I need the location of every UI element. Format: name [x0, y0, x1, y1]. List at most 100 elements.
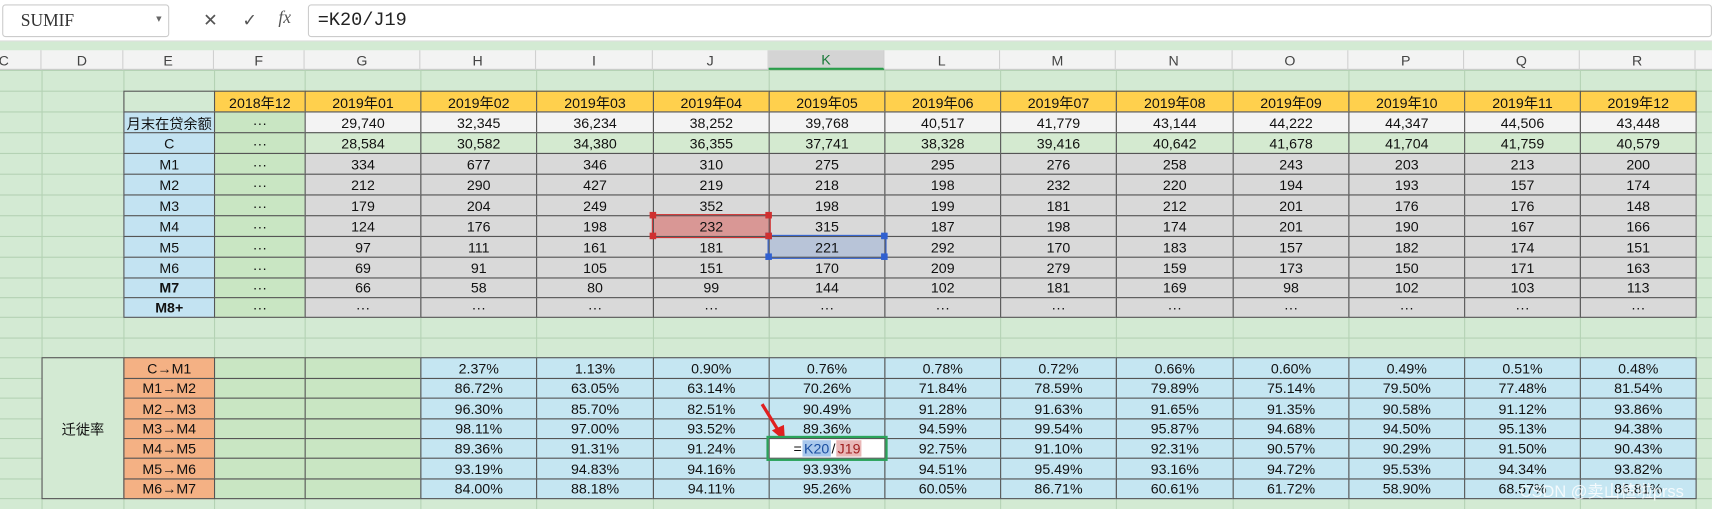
cell[interactable]: 91.10%	[1000, 438, 1117, 459]
cell[interactable]: 95.49%	[1000, 457, 1117, 480]
column-header[interactable]: P	[1348, 50, 1465, 70]
column-header[interactable]: F	[214, 50, 305, 70]
cell[interactable]: 199	[884, 194, 1002, 217]
cell[interactable]: 40,517	[884, 111, 1002, 134]
cell[interactable]: 2019年07	[1000, 90, 1117, 113]
cell[interactable]: 111	[420, 235, 538, 258]
cell[interactable]: 93.82%	[1579, 457, 1697, 480]
cell[interactable]: 91	[420, 256, 538, 279]
cell[interactable]: 102	[884, 277, 1002, 299]
cell[interactable]: 38,328	[884, 132, 1002, 155]
cell[interactable]: M6	[123, 256, 216, 279]
cell[interactable]: 2019年11	[1464, 90, 1581, 113]
cell[interactable]: 90.57%	[1232, 438, 1350, 459]
column-header[interactable]: R	[1580, 50, 1696, 70]
column-header[interactable]: H	[420, 50, 537, 70]
cell[interactable]: 63.05%	[536, 377, 654, 399]
cell[interactable]: 月末在贷余额	[123, 111, 216, 134]
cell[interactable]: 258	[1115, 152, 1234, 175]
cell[interactable]: 193	[1348, 173, 1466, 196]
cell[interactable]: 95.87%	[1115, 418, 1234, 440]
cell[interactable]: M1→M2	[123, 377, 216, 399]
cell[interactable]: 94.11%	[652, 478, 770, 500]
cell[interactable]: 275	[768, 152, 886, 175]
cell[interactable]: 232	[651, 214, 771, 239]
editing-cell[interactable]: = K20/J19	[766, 435, 888, 461]
cell[interactable]: 352	[652, 194, 770, 217]
column-header[interactable]: G	[305, 50, 421, 70]
cell[interactable]: 80	[536, 277, 654, 299]
cell[interactable]: M2	[123, 173, 216, 196]
cell[interactable]: 315	[768, 215, 886, 238]
cell[interactable]: 124	[304, 215, 422, 238]
cell[interactable]: 40,579	[1579, 132, 1697, 155]
column-header[interactable]: Q	[1464, 50, 1580, 70]
column-header[interactable]: O	[1233, 50, 1349, 70]
cell[interactable]: 70.26%	[768, 377, 886, 399]
cell[interactable]: 91.63%	[1000, 397, 1117, 420]
cell[interactable]: ···	[1579, 297, 1697, 318]
cell[interactable]: 60.61%	[1115, 478, 1234, 500]
cell[interactable]: 167	[1464, 215, 1581, 238]
cell[interactable]: ···	[652, 297, 770, 318]
cell[interactable]: 93.86%	[1579, 397, 1697, 420]
cell[interactable]: 86.81%	[1579, 478, 1697, 500]
column-header[interactable]: L	[884, 50, 1001, 70]
cell[interactable]: 78.59%	[1000, 377, 1117, 399]
cell[interactable]: C→M1	[123, 357, 216, 380]
cell[interactable]: 94.38%	[1579, 418, 1697, 440]
cell[interactable]: 2019年02	[420, 90, 538, 113]
cell[interactable]: 220	[1115, 173, 1234, 196]
cell[interactable]: 427	[536, 173, 654, 196]
cell[interactable]: 迁徙率	[41, 357, 125, 500]
column-header[interactable]: K	[768, 50, 885, 70]
cell[interactable]: 94.34%	[1464, 457, 1581, 480]
column-header[interactable]: M	[1000, 50, 1116, 70]
cell[interactable]: 198	[768, 194, 886, 217]
formula-input[interactable]: =K20/J19	[307, 4, 1712, 38]
cell[interactable]: 88.18%	[536, 478, 654, 500]
cell[interactable]: M3	[123, 194, 216, 217]
cell[interactable]: 2019年06	[884, 90, 1002, 113]
cell[interactable]: 212	[1115, 194, 1234, 217]
cell[interactable]: ···	[1464, 297, 1581, 318]
cell[interactable]: 218	[768, 173, 886, 196]
cell[interactable]: 61.72%	[1232, 478, 1350, 500]
name-box[interactable]: SUMIF ▾	[2, 4, 170, 38]
cell[interactable]: 91.28%	[884, 397, 1002, 420]
cell[interactable]: ···	[213, 132, 306, 155]
cell[interactable]: 94.68%	[1232, 418, 1350, 440]
cell[interactable]: 82.51%	[652, 397, 770, 420]
cell[interactable]: 173	[1232, 256, 1350, 279]
dropdown-arrow[interactable]: ▾	[156, 13, 162, 26]
cell[interactable]: 295	[884, 152, 1002, 175]
cell[interactable]: ···	[1115, 297, 1234, 318]
cell[interactable]: 204	[420, 194, 538, 217]
cell[interactable]: 148	[1579, 194, 1697, 217]
cell[interactable]: 221	[767, 234, 887, 259]
cell[interactable]: ···	[884, 297, 1002, 318]
cell[interactable]: 79.50%	[1348, 377, 1466, 399]
cell[interactable]: 2019年03	[536, 90, 654, 113]
column-header[interactable]: I	[536, 50, 653, 70]
cell[interactable]: 92.31%	[1115, 438, 1234, 459]
column-header[interactable]: N	[1116, 50, 1233, 70]
cell[interactable]: M6→M7	[123, 478, 216, 500]
cancel-icon[interactable]: ✕	[203, 12, 218, 31]
cell[interactable]: ···	[213, 297, 306, 318]
cell[interactable]: 68.57%	[1464, 478, 1581, 500]
cell[interactable]: 58.90%	[1348, 478, 1466, 500]
cell[interactable]: M2→M3	[123, 397, 216, 420]
cell[interactable]: 0.49%	[1348, 357, 1466, 380]
cell[interactable]: 63.14%	[652, 377, 770, 399]
cell[interactable]: 166	[1579, 215, 1697, 238]
fx-icon[interactable]: fx	[278, 8, 292, 28]
cell[interactable]: 181	[1000, 194, 1117, 217]
cell[interactable]: 95.13%	[1464, 418, 1581, 440]
column-header[interactable]: J	[653, 50, 769, 70]
cell[interactable]: ···	[768, 297, 886, 318]
cell[interactable]: 201	[1232, 215, 1350, 238]
cell[interactable]: 190	[1348, 215, 1466, 238]
cell[interactable]: 89.36%	[768, 418, 886, 440]
cell[interactable]: 95.26%	[768, 478, 886, 500]
